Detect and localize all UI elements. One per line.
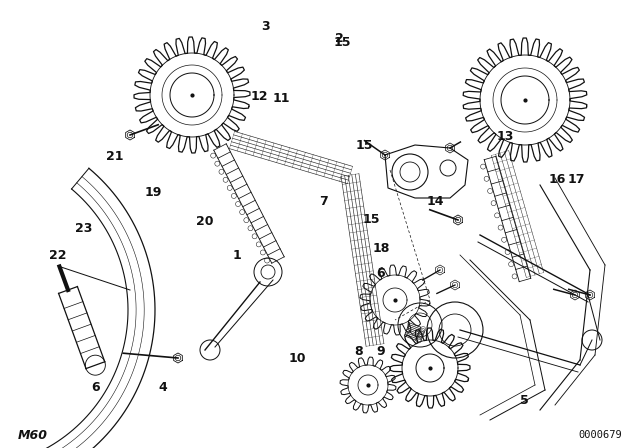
Text: 8: 8 bbox=[354, 345, 363, 358]
Text: 4: 4 bbox=[159, 381, 168, 394]
Text: 6: 6 bbox=[376, 267, 385, 280]
Text: 16: 16 bbox=[548, 172, 566, 186]
Text: 12: 12 bbox=[250, 90, 268, 103]
Text: 22: 22 bbox=[49, 249, 67, 262]
Text: 6: 6 bbox=[92, 381, 100, 394]
Text: 7: 7 bbox=[319, 195, 328, 208]
Text: 3: 3 bbox=[261, 20, 270, 34]
Text: 9: 9 bbox=[376, 345, 385, 358]
Text: 11: 11 bbox=[273, 92, 291, 105]
Text: 10: 10 bbox=[289, 352, 307, 365]
Text: 15: 15 bbox=[356, 139, 374, 152]
Text: 20: 20 bbox=[196, 215, 214, 228]
Text: 2: 2 bbox=[335, 31, 344, 45]
Text: 5: 5 bbox=[520, 394, 529, 408]
Text: 21: 21 bbox=[106, 150, 124, 164]
Text: 18: 18 bbox=[372, 242, 390, 255]
Text: 23: 23 bbox=[74, 222, 92, 235]
Text: M60: M60 bbox=[18, 428, 48, 441]
Text: 15: 15 bbox=[362, 213, 380, 226]
Text: 17: 17 bbox=[567, 172, 585, 186]
Text: 0000679: 0000679 bbox=[579, 430, 622, 440]
Text: 15: 15 bbox=[333, 36, 351, 49]
Text: 19: 19 bbox=[145, 186, 163, 199]
Text: 1: 1 bbox=[232, 249, 241, 262]
Text: 13: 13 bbox=[497, 130, 515, 143]
Text: 14: 14 bbox=[426, 195, 444, 208]
